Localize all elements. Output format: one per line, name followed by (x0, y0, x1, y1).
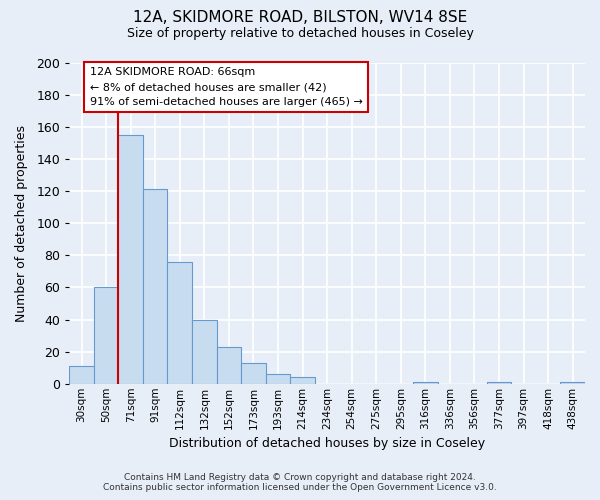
Bar (217, 347, 241, 384)
Text: 12A, SKIDMORE ROAD, BILSTON, WV14 8SE: 12A, SKIDMORE ROAD, BILSTON, WV14 8SE (133, 10, 467, 25)
Text: Contains HM Land Registry data © Crown copyright and database right 2024.
Contai: Contains HM Land Registry data © Crown c… (103, 473, 497, 492)
Bar (266, 374, 290, 384)
Text: Size of property relative to detached houses in Coseley: Size of property relative to detached ho… (127, 28, 473, 40)
Bar (560, 382, 585, 384)
Y-axis label: Number of detached properties: Number of detached properties (15, 124, 28, 322)
Bar (192, 320, 217, 384)
Bar (241, 363, 266, 384)
Bar (143, 190, 167, 384)
Text: 12A SKIDMORE ROAD: 66sqm
← 8% of detached houses are smaller (42)
91% of semi-de: 12A SKIDMORE ROAD: 66sqm ← 8% of detache… (90, 68, 363, 107)
Bar (118, 135, 143, 384)
Bar (487, 382, 511, 384)
Bar (413, 382, 437, 384)
Bar (69, 366, 94, 384)
Bar (290, 378, 315, 384)
Bar (167, 262, 192, 384)
Bar (94, 288, 118, 384)
X-axis label: Distribution of detached houses by size in Coseley: Distribution of detached houses by size … (169, 437, 485, 450)
